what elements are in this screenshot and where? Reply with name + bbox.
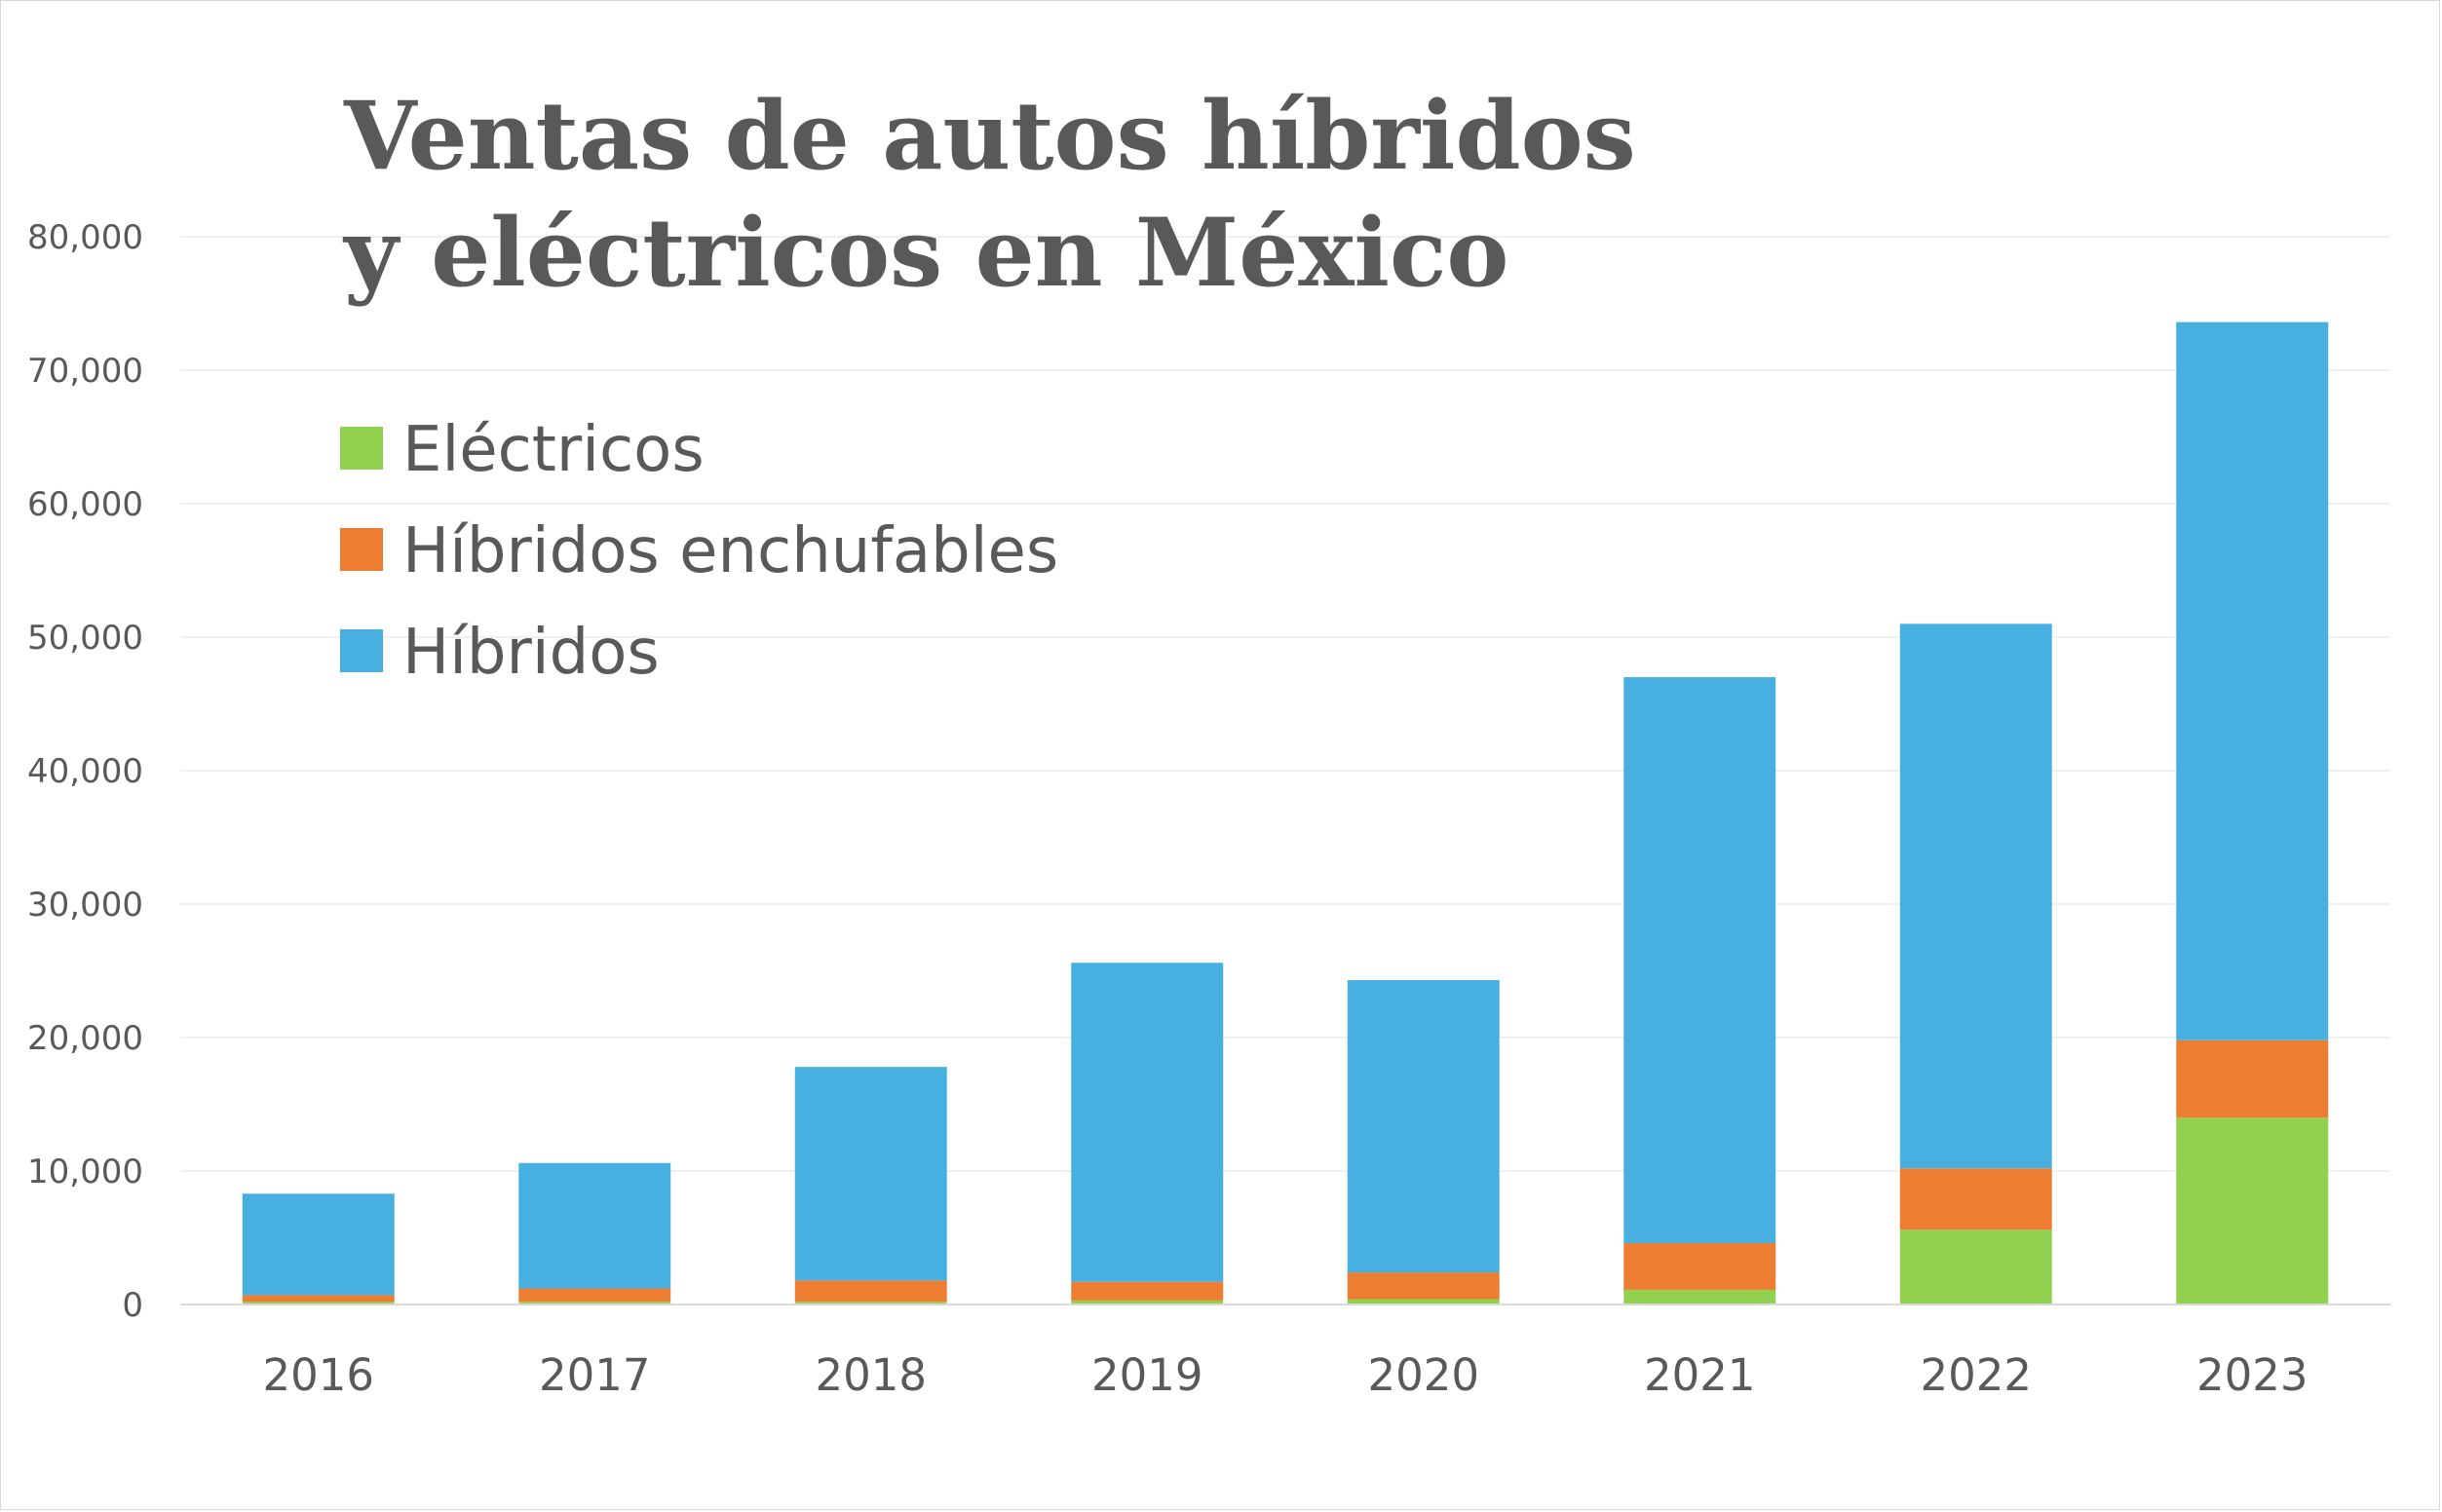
y-tick-label: 50,000 — [27, 619, 143, 658]
legend-swatch-hibridos-enchufables — [340, 528, 383, 571]
bar-2022-híbridos-enchufables — [1899, 1168, 2052, 1230]
y-tick-label: 80,000 — [27, 218, 143, 257]
y-tick-label: 30,000 — [27, 886, 143, 925]
bar-2016-híbridos — [242, 1193, 395, 1296]
x-tick-label: 2022 — [1920, 1349, 2032, 1401]
x-tick-label: 2016 — [262, 1349, 374, 1401]
x-tick-label: 2018 — [815, 1349, 927, 1401]
bar-2021-híbridos-enchufables — [1623, 1242, 1776, 1290]
bar-2019-eléctricos — [1071, 1300, 1224, 1304]
bars — [242, 321, 2329, 1304]
y-tick-label: 20,000 — [27, 1019, 143, 1058]
legend-swatch-electricos — [340, 427, 383, 470]
bar-2020-híbridos — [1347, 980, 1500, 1273]
y-axis-ticks: 0 10,000 20,000 30,000 40,000 50,000 60,000 70,… — [27, 218, 143, 1325]
bar-2020-híbridos-enchufables — [1347, 1272, 1500, 1300]
legend-label-electricos: Eléctricos — [402, 414, 705, 486]
bar-2019-híbridos-enchufables — [1071, 1281, 1224, 1301]
bar-2017-híbridos — [518, 1162, 671, 1289]
x-tick-label: 2021 — [1644, 1349, 1756, 1401]
bar-2023-híbridos-enchufables — [2176, 1040, 2329, 1118]
legend-label-hibridos: Híbridos — [402, 617, 660, 689]
bar-2016-eléctricos — [242, 1302, 395, 1304]
bar-2016-híbridos-enchufables — [242, 1295, 395, 1303]
x-axis-ticks: 2016 2017 2018 2019 2020 2021 2022 2023 — [262, 1349, 2308, 1401]
bar-2023-híbridos — [2176, 321, 2329, 1040]
gridlines — [180, 236, 2390, 1172]
legend-item-electricos: Eléctricos — [340, 414, 705, 486]
bar-2022-eléctricos — [1899, 1229, 2052, 1304]
x-tick-label: 2017 — [539, 1349, 651, 1401]
bar-2018-híbridos-enchufables — [794, 1280, 947, 1303]
x-tick-label: 2023 — [2196, 1349, 2308, 1401]
chart-title: Ventas de autos híbridos y eléctricos en… — [342, 81, 1636, 308]
x-tick-label: 2019 — [1091, 1349, 1203, 1401]
bar-2019-híbridos — [1071, 963, 1224, 1282]
bar-2021-híbridos — [1623, 677, 1776, 1243]
bar-2022-híbridos — [1899, 624, 2052, 1169]
legend-item-hibridos: Híbridos — [340, 617, 660, 689]
bar-2021-eléctricos — [1623, 1289, 1776, 1304]
chart-title-line-1: Ventas de autos híbridos — [343, 81, 1636, 191]
legend-swatch-hibridos — [340, 629, 383, 672]
chart-title-line-2: y eléctricos en México — [342, 198, 1508, 308]
y-tick-label: 10,000 — [27, 1153, 143, 1191]
x-tick-label: 2020 — [1367, 1349, 1479, 1401]
bar-2018-eléctricos — [794, 1302, 947, 1304]
bar-2020-eléctricos — [1347, 1299, 1500, 1304]
legend-item-hibridos-enchufables: Híbridos enchufables — [340, 515, 1058, 587]
bar-2023-eléctricos — [2176, 1117, 2329, 1304]
y-tick-label: 40,000 — [27, 752, 143, 791]
bar-2017-híbridos-enchufables — [518, 1288, 671, 1303]
y-tick-label: 60,000 — [27, 485, 143, 524]
bar-2018-híbridos — [794, 1067, 947, 1281]
legend-label-hibridos-enchufables: Híbridos enchufables — [402, 515, 1058, 587]
bar-2017-eléctricos — [518, 1302, 671, 1304]
y-tick-label: 70,000 — [27, 352, 143, 391]
legend: Eléctricos Híbridos enchufables Híbridos — [340, 414, 1058, 689]
y-tick-label: 0 — [122, 1286, 143, 1325]
